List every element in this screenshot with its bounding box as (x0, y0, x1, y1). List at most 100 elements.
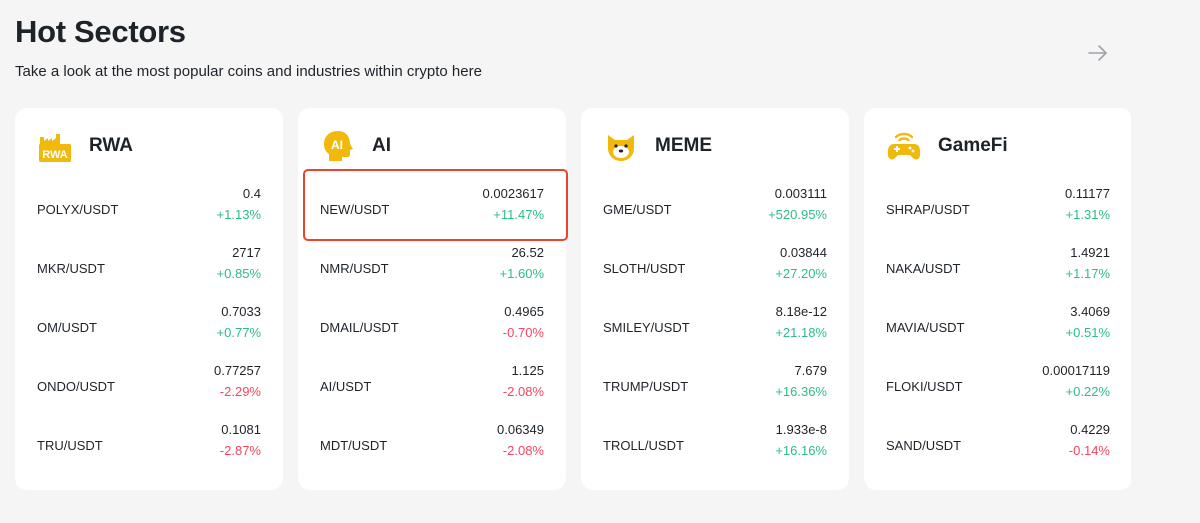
pair-label: MKR/USDT (37, 261, 105, 276)
table-row[interactable]: ONDO/USDT 0.77257 -2.29% (15, 359, 283, 411)
sector-card-meme[interactable]: MEME GME/USDT 0.003111 +520.95% SLOTH/US… (581, 108, 849, 490)
price-value: 0.4 (242, 186, 261, 201)
change-value: +1.31% (1065, 207, 1110, 222)
price-value: 0.0023617 (482, 186, 544, 201)
pair-label: OM/USDT (37, 320, 97, 335)
table-row[interactable]: TROLL/USDT 1.933e-8 +16.16% (581, 418, 849, 470)
price-value: 0.4965 (504, 304, 544, 319)
svg-text:AI: AI (331, 138, 343, 152)
change-value: +0.85% (216, 266, 261, 281)
card-title: MEME (655, 135, 712, 156)
change-value: +1.17% (1065, 266, 1110, 281)
rwa-factory-icon: RWA (39, 134, 71, 162)
pair-label: MAVIA/USDT (886, 320, 965, 335)
price-value: 1.933e-8 (775, 422, 827, 437)
pair-label: POLYX/USDT (37, 202, 119, 217)
table-row[interactable]: NAKA/USDT 1.4921 +1.17% (864, 241, 1131, 293)
table-row[interactable]: FLOKI/USDT 0.00017119 +0.22% (864, 359, 1131, 411)
pair-label: AI/USDT (320, 379, 372, 394)
price-value: 0.11177 (1064, 186, 1110, 201)
ai-head-icon: AI (324, 131, 353, 161)
sector-cards: RWA RWA POLYX/USDT 0.4 +1.13% MKR/USDT 2… (15, 108, 1131, 490)
sector-card-ai[interactable]: AI AI NEW/USDT 0.0023617 +11.47% NMR/USD… (298, 108, 566, 490)
table-row[interactable]: AI/USDT 1.125 -2.08% (298, 359, 566, 411)
change-value: +16.16% (775, 443, 827, 458)
table-row[interactable]: MAVIA/USDT 3.4069 +0.51% (864, 300, 1131, 352)
sector-card-rwa[interactable]: RWA RWA POLYX/USDT 0.4 +1.13% MKR/USDT 2… (15, 108, 283, 490)
change-value: +11.47% (493, 207, 544, 222)
pair-label: GME/USDT (603, 202, 672, 217)
svg-text:RWA: RWA (42, 149, 68, 161)
table-row[interactable]: SLOTH/USDT 0.03844 +27.20% (581, 241, 849, 293)
change-value: -0.14% (1068, 443, 1110, 458)
pair-label: SAND/USDT (886, 438, 962, 453)
table-row[interactable]: TRUMP/USDT 7.679 +16.36% (581, 359, 849, 411)
pair-label: MDT/USDT (320, 438, 388, 453)
table-row[interactable]: GME/USDT 0.003111 +520.95% (581, 182, 849, 234)
table-row[interactable]: POLYX/USDT 0.4 +1.13% (15, 182, 283, 234)
table-row[interactable]: SAND/USDT 0.4229 -0.14% (864, 418, 1131, 470)
card-header[interactable]: GameFi (886, 126, 1008, 166)
pair-label: SLOTH/USDT (603, 261, 686, 276)
pair-label: TROLL/USDT (603, 438, 684, 453)
price-value: 0.03844 (780, 245, 827, 260)
table-row[interactable]: SHRAP/USDT 0.11177 +1.31% (864, 182, 1131, 234)
change-value: +27.20% (775, 266, 827, 281)
change-value: -2.08% (502, 384, 544, 399)
table-row[interactable]: TRU/USDT 0.1081 -2.87% (15, 418, 283, 470)
pair-label: NAKA/USDT (886, 261, 961, 276)
pair-label: TRUMP/USDT (603, 379, 689, 394)
pair-label: ONDO/USDT (37, 379, 115, 394)
price-value: 8.18e-12 (775, 304, 827, 319)
table-row[interactable]: NMR/USDT 26.52 +1.60% (298, 241, 566, 293)
price-value: 0.003111 (774, 186, 827, 201)
change-value: -2.08% (502, 443, 544, 458)
price-value: 0.06349 (497, 422, 544, 437)
page-subtitle: Take a look at the most popular coins an… (15, 63, 482, 80)
table-row[interactable]: NEW/USDT 0.0023617 +11.47% (298, 182, 566, 234)
card-title: GameFi (938, 135, 1008, 156)
change-value: +1.60% (499, 266, 544, 281)
change-value: +0.51% (1065, 325, 1110, 340)
change-value: +0.22% (1065, 384, 1110, 399)
card-title: AI (372, 135, 391, 156)
doge-icon (608, 135, 634, 161)
pair-label: NMR/USDT (320, 261, 389, 276)
change-value: -2.29% (219, 384, 261, 399)
pair-label: TRU/USDT (37, 438, 103, 453)
table-row[interactable]: DMAIL/USDT 0.4965 -0.70% (298, 300, 566, 352)
price-value: 26.52 (511, 245, 544, 260)
price-value: 2717 (232, 245, 261, 260)
change-value: +1.13% (216, 207, 261, 222)
table-row[interactable]: MDT/USDT 0.06349 -2.08% (298, 418, 566, 470)
sector-card-gamefi[interactable]: GameFi SHRAP/USDT 0.11177 +1.31% NAKA/US… (864, 108, 1131, 490)
price-value: 1.4921 (1070, 245, 1110, 260)
change-value: +16.36% (775, 384, 827, 399)
pair-label: DMAIL/USDT (320, 320, 399, 335)
price-value: 0.77257 (214, 363, 261, 378)
card-header[interactable]: AI AI (320, 126, 391, 166)
arrow-right-icon[interactable] (1086, 42, 1110, 64)
card-header[interactable]: RWA RWA (37, 126, 133, 166)
table-row[interactable]: SMILEY/USDT 8.18e-12 +21.18% (581, 300, 849, 352)
price-value: 0.00017119 (1042, 363, 1110, 378)
price-value: 0.7033 (221, 304, 261, 319)
change-value: +520.95% (768, 207, 827, 222)
card-title: RWA (89, 135, 133, 156)
price-value: 3.4069 (1070, 304, 1110, 319)
price-value: 7.679 (794, 363, 827, 378)
price-value: 1.125 (511, 363, 544, 378)
pair-label: SMILEY/USDT (603, 320, 690, 335)
page-title: Hot Sectors (15, 14, 186, 49)
change-value: -2.87% (219, 443, 261, 458)
pair-label: NEW/USDT (320, 202, 390, 217)
price-value: 0.1081 (221, 422, 261, 437)
change-value: -0.70% (502, 325, 544, 340)
pair-label: FLOKI/USDT (886, 379, 963, 394)
table-row[interactable]: MKR/USDT 2717 +0.85% (15, 241, 283, 293)
card-header[interactable]: MEME (603, 126, 712, 166)
pair-label: SHRAP/USDT (886, 202, 970, 217)
price-value: 0.4229 (1070, 422, 1110, 437)
table-row[interactable]: OM/USDT 0.7033 +0.77% (15, 300, 283, 352)
gamepad-icon (888, 132, 920, 160)
